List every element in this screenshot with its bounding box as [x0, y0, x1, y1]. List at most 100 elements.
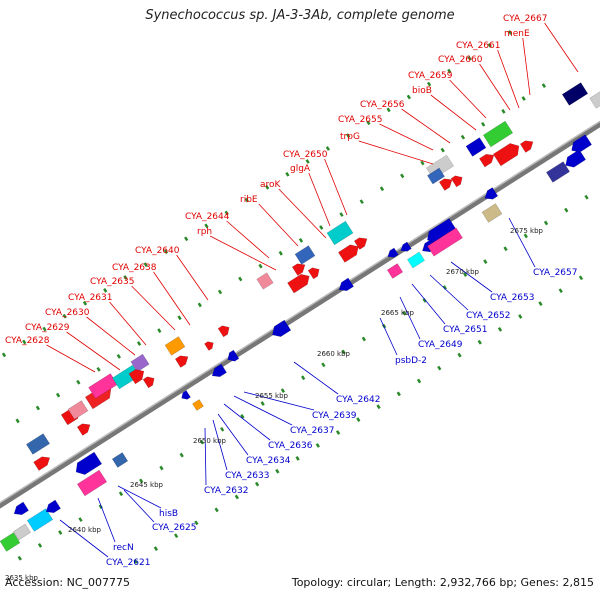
leader-line	[401, 108, 451, 144]
gene-box	[427, 227, 463, 257]
gene-arrow-forward	[128, 369, 145, 385]
leader-line	[429, 274, 469, 311]
tick-dot	[136, 341, 142, 346]
leader-line	[209, 235, 277, 271]
tick-dot	[240, 414, 245, 419]
tick-dot	[153, 546, 159, 551]
leader-line	[411, 283, 446, 325]
tick-dot	[194, 520, 199, 526]
gene-label-bottom: CYA_2625	[152, 523, 197, 533]
gene-label-bottom: CYA_2652	[466, 311, 511, 321]
tick-dot	[315, 443, 320, 448]
gene-arrow-reverse	[427, 218, 457, 243]
gene-arrow-forward	[353, 237, 368, 250]
scale-label: 2670 kbp	[446, 268, 480, 276]
tick-dot	[214, 507, 219, 513]
gene-arrow-forward	[217, 325, 230, 338]
tick-dot	[564, 207, 569, 213]
tick-dot	[174, 533, 179, 539]
tick-dot	[15, 418, 20, 424]
gene-arrow-reverse	[45, 499, 61, 514]
gene-label-bottom: CYA_2637	[290, 426, 335, 436]
leader-line	[226, 220, 270, 259]
leader-line	[430, 94, 477, 131]
scale-label: 2635 kbp	[5, 574, 39, 582]
tick-dot	[116, 354, 121, 359]
tick-dot	[442, 285, 447, 290]
tick-dot	[379, 186, 385, 192]
tick-dot	[462, 272, 468, 277]
gene-label-top: ribE	[240, 195, 258, 205]
tick-dot	[275, 468, 280, 474]
tick-dot	[460, 134, 466, 140]
gene-label-top: aroK	[260, 180, 282, 190]
tick-dot	[301, 375, 306, 381]
gene-label-top: CYA_2667	[503, 14, 548, 24]
tick-dot	[224, 210, 229, 216]
tick-dot	[584, 194, 589, 200]
gene-arrow-forward	[450, 175, 463, 188]
leader-line	[508, 217, 536, 268]
leader-line	[59, 519, 109, 558]
tick-dot	[523, 233, 528, 239]
gene-arrow-forward	[492, 143, 520, 167]
tick-dot	[558, 288, 563, 294]
gene-arrow-reverse	[227, 349, 240, 362]
gene-box	[164, 336, 186, 356]
genome-info-text: Topology: circular; Length: 2,932,766 bp…	[291, 576, 594, 589]
leader-line	[153, 271, 191, 326]
tick-dot	[35, 405, 40, 411]
leader-line	[258, 203, 299, 247]
leader-line	[522, 37, 531, 96]
tick-dot	[42, 326, 47, 332]
leader-line	[46, 344, 96, 373]
tick-dot	[321, 362, 326, 368]
gene-arrow-reverse	[272, 319, 292, 337]
gene-arrow-forward	[33, 456, 51, 471]
tick-dot	[163, 249, 169, 255]
gene-arrow-reverse	[211, 363, 227, 378]
gene-label-top: trpG	[340, 132, 360, 142]
gene-label-top: CYA_2631	[68, 293, 113, 303]
leader-line	[450, 261, 493, 293]
gene-arrow-forward	[204, 341, 214, 351]
tick-dot	[133, 559, 138, 564]
tick-dot	[22, 339, 27, 345]
gene-label-bottom: hisB	[159, 509, 178, 519]
gene-box	[561, 82, 589, 106]
gene-arrow-reverse	[565, 149, 587, 168]
tick-dot	[578, 275, 584, 281]
tick-dot	[1, 352, 7, 358]
tick-dot	[254, 481, 260, 487]
gene-label-bottom: CYA_2621	[106, 558, 151, 568]
gene-arrow-forward	[519, 140, 534, 153]
leader-line	[176, 254, 209, 301]
scale-label: 2660 kbp	[317, 350, 351, 358]
tick-dots	[1, 30, 589, 564]
tick-dot	[541, 83, 547, 88]
tick-dot	[319, 225, 324, 230]
tick-dot	[55, 392, 61, 398]
tick-dot	[177, 315, 182, 321]
gene-arrow-reverse	[13, 501, 29, 516]
tick-dot	[280, 388, 286, 393]
gene-label-bottom: recN	[113, 543, 134, 553]
tick-dot	[265, 184, 270, 190]
tick-dot	[118, 491, 124, 497]
gene-box	[326, 220, 354, 246]
leader-line	[308, 172, 331, 227]
leader-line	[293, 361, 339, 395]
gene-label-top: CYA_2655	[338, 115, 383, 125]
tick-dot	[103, 288, 108, 293]
gene-box	[13, 523, 31, 541]
gene-label-bottom: CYA_2636	[268, 441, 313, 451]
tick-dot	[258, 263, 263, 269]
gene-label-top: rph	[197, 227, 212, 237]
gene-label-top: CYA_2660	[438, 55, 483, 65]
tick-dot	[339, 212, 344, 217]
gene-arrow-reverse	[571, 134, 593, 153]
gene-box	[589, 91, 600, 109]
gene-box	[67, 400, 89, 420]
tick-dot	[37, 542, 43, 548]
tick-dot	[220, 426, 225, 432]
